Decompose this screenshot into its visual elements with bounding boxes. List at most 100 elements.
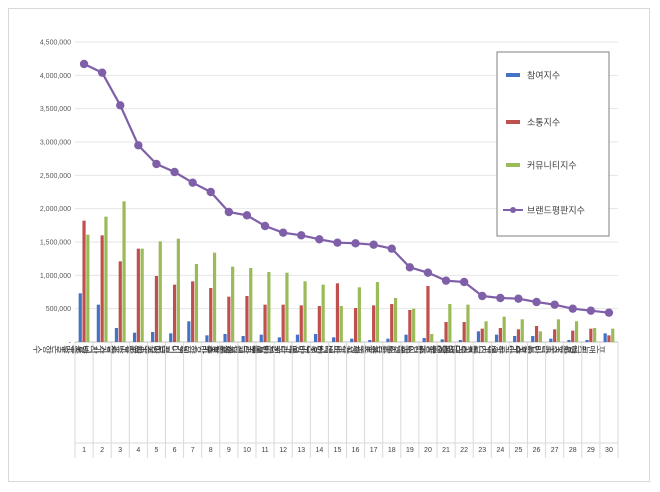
bar-참여지수 [277, 337, 281, 342]
y-tick-label: 4,000,000 [40, 73, 71, 80]
line-point [315, 235, 324, 244]
category-label: 돌체가바나향수 [303, 343, 370, 354]
bar-소통지수 [516, 329, 521, 342]
y-tick-label: - [69, 340, 72, 347]
line-point [206, 187, 215, 197]
line-point [423, 268, 433, 277]
legend-swatch [506, 73, 520, 77]
category-label: 모스키노향수 [385, 343, 443, 354]
bar-커뮤니티지수 [267, 272, 271, 342]
legend-swatch-marker [510, 207, 516, 213]
category-label: 샤넬향수 [60, 343, 99, 354]
legend-swatch [506, 163, 520, 167]
bar-참여지수 [458, 340, 462, 342]
bar-커뮤니티지수 [448, 304, 452, 342]
bar-소통지수 [589, 328, 593, 342]
bar-참여지수 [476, 331, 481, 342]
y-tick-label: 4,500,000 [40, 40, 71, 47]
bar-커뮤니티지수 [122, 201, 126, 342]
legend-swatch [506, 120, 520, 124]
bar-소통지수 [462, 322, 466, 342]
bar-커뮤니티지수 [249, 268, 253, 342]
rank-label: 15 [334, 447, 342, 454]
rank-label: 22 [460, 447, 468, 454]
bar-소통지수 [372, 305, 376, 342]
rank-label: 20 [424, 447, 432, 454]
bar-소통지수 [480, 328, 484, 342]
bar-커뮤니티지수 [520, 319, 524, 342]
bar-소통지수 [82, 220, 86, 342]
rank-label: 17 [370, 447, 378, 454]
bar-참여지수 [96, 304, 100, 342]
rank-label: 27 [551, 447, 559, 454]
bar-소통지수 [534, 326, 539, 342]
bar-커뮤니티지수 [484, 321, 488, 342]
bar-소통지수 [281, 304, 285, 342]
reputation-line [79, 59, 614, 317]
rank-label: 12 [279, 447, 287, 454]
category-label: 불가리향수 [68, 343, 116, 354]
bar-소통지수 [444, 322, 448, 342]
bar-커뮤니티지수 [502, 316, 506, 342]
rank-label: 28 [569, 447, 577, 454]
bar-커뮤니티지수 [412, 308, 416, 342]
rank-label: 19 [406, 447, 414, 454]
line-point [134, 141, 143, 150]
bar-커뮤니티지수 [556, 319, 561, 342]
category-label: 크리드향수 [358, 343, 406, 354]
bar-참여지수 [295, 334, 300, 342]
category-label: 불리1803향수 [416, 343, 479, 354]
line-point [568, 304, 577, 313]
bar-커뮤니티지수 [194, 264, 199, 342]
bar-참여지수 [205, 335, 209, 342]
legend-label: 소통지수 [527, 118, 560, 129]
category-label: 끌로에향수 [304, 343, 352, 354]
bar-참여지수 [368, 340, 372, 342]
line-point [351, 239, 360, 248]
bar-소통지수 [209, 288, 213, 342]
rank-label: 9 [227, 447, 231, 454]
bar-커뮤니티지수 [574, 321, 579, 342]
bar-커뮤니티지수 [140, 248, 144, 342]
bar-소통지수 [498, 328, 502, 342]
rank-label: 24 [496, 447, 504, 454]
legend-label: 브랜드평판지수 [527, 206, 585, 217]
x-axis: 조말론향수1샤넬향수2불가리향수3랑방향수4구찌향수5지미추향수6딥디크향수7마… [32, 342, 619, 458]
bar-커뮤니티지수 [212, 252, 217, 342]
category-label: 겐조향수 [205, 343, 244, 354]
bar-참여지수 [114, 328, 119, 342]
line-point [478, 291, 487, 301]
bar-참여지수 [332, 337, 336, 342]
line-point [496, 293, 505, 303]
bar-참여지수 [241, 336, 245, 342]
bar-참여지수 [531, 336, 535, 342]
bar-참여지수 [422, 338, 426, 342]
bar-소통지수 [353, 308, 358, 342]
line-point [97, 68, 107, 77]
bar-참여지수 [350, 338, 354, 342]
bar-커뮤니티지수 [321, 284, 325, 342]
category-label: 르라보향수 [485, 343, 533, 354]
bar-참여지수 [494, 334, 499, 342]
bar-참여지수 [151, 332, 155, 342]
bar-커뮤니티지수 [375, 282, 380, 342]
bar-참여지수 [440, 339, 444, 342]
line-point [79, 59, 89, 69]
bar-커뮤니티지수 [593, 328, 597, 342]
bar-커뮤니티지수 [611, 328, 615, 342]
bar-커뮤니티지수 [231, 266, 235, 342]
bars [78, 201, 615, 342]
rank-label: 25 [515, 447, 523, 454]
rank-label: 2 [100, 447, 104, 454]
category-label: 바이레도향수 [367, 343, 425, 354]
bar-커뮤니티지수 [339, 306, 343, 342]
bar-소통지수 [154, 276, 159, 342]
rank-label: 5 [154, 447, 158, 454]
rank-label: 18 [388, 447, 396, 454]
rank-label: 1 [82, 447, 86, 454]
category-label: 캘빈클라인향수 [212, 343, 280, 354]
category-label: 벤츠향수 [458, 343, 497, 354]
line-point [188, 178, 197, 187]
rank-label: 4 [136, 447, 140, 454]
